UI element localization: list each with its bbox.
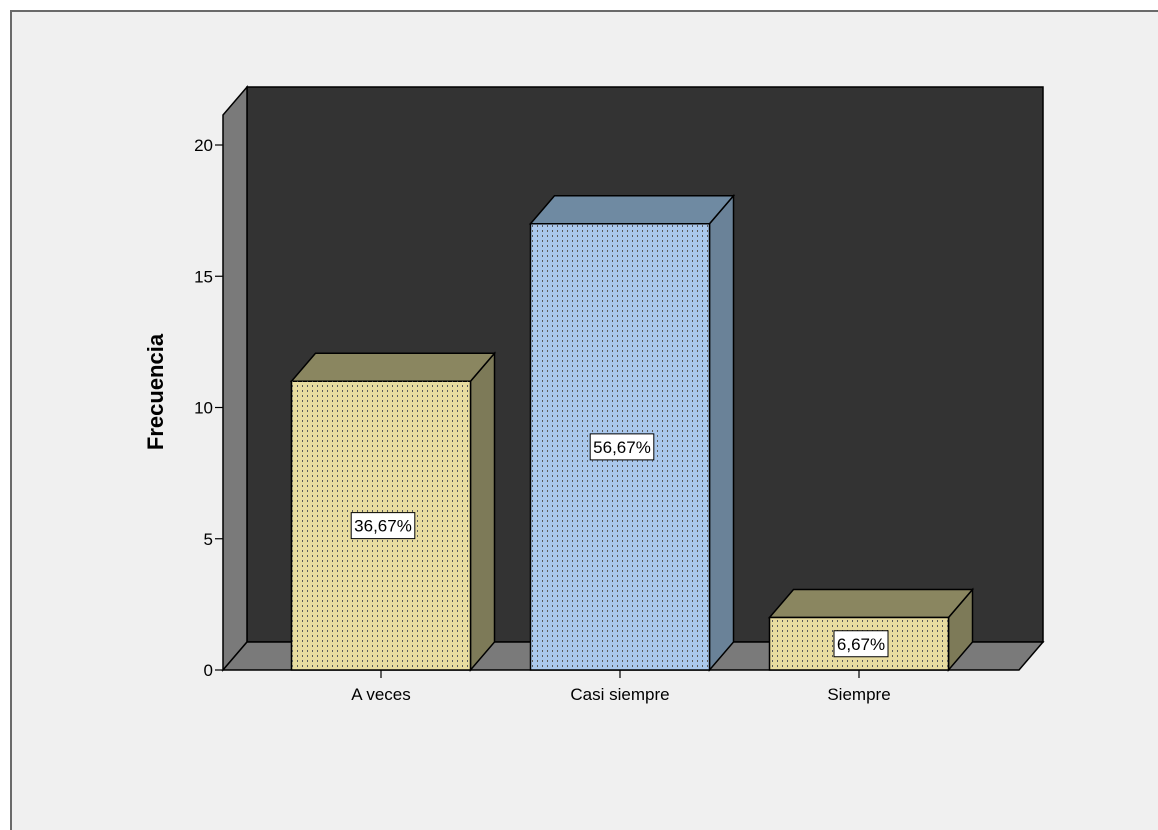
data-label: 56,67%	[593, 438, 651, 457]
y-tick-label: 0	[204, 661, 213, 680]
data-label: 6,67%	[837, 635, 885, 654]
bar-group: 36,67%	[289, 351, 497, 673]
y-axis-title: Frecuencia	[143, 333, 168, 450]
x-tick-label: A veces	[351, 685, 411, 704]
x-tick-label: Siempre	[827, 685, 890, 704]
data-label-box	[589, 433, 655, 461]
data-label: 36,67%	[354, 517, 412, 536]
x-tick-label: Casi siempre	[570, 685, 669, 704]
bar-side	[708, 193, 735, 673]
data-label-box	[350, 512, 416, 540]
y-axis: 0 5 10 15 20	[194, 136, 223, 680]
data-label-box	[833, 630, 889, 658]
bar-top	[289, 352, 497, 382]
bars: 36,67% 56,67% 6,67%	[289, 193, 975, 673]
bar-top	[528, 195, 736, 225]
bar-top	[767, 588, 975, 619]
bar-group: 6,67%	[767, 587, 975, 673]
y-tick-label: 5	[204, 530, 213, 549]
bar-side	[469, 351, 496, 673]
bar-group: 56,67%	[528, 193, 736, 673]
y-tick-label: 15	[194, 267, 213, 286]
y-tick-label: 10	[194, 399, 213, 418]
side-wall	[222, 84, 248, 673]
x-axis: A veces Casi siempre Siempre	[351, 670, 891, 704]
y-tick-label: 20	[194, 136, 213, 155]
